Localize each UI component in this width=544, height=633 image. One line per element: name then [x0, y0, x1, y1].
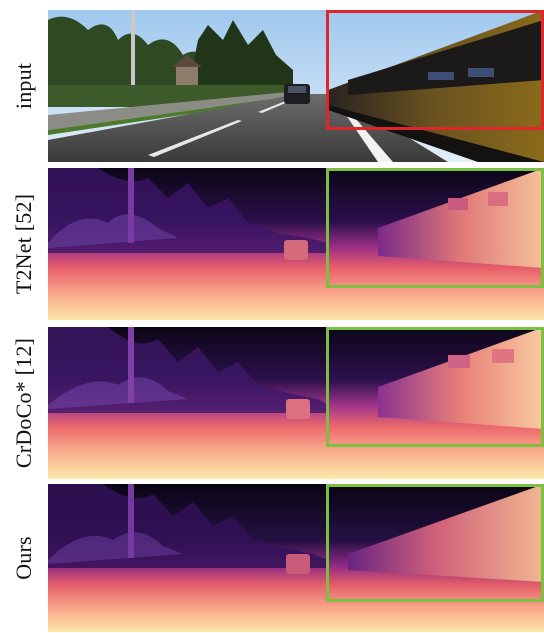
t2net-depth-panel [48, 168, 544, 320]
ours-depth-map [48, 484, 544, 632]
row-label-ours: Ours [0, 484, 48, 632]
row-label-crdoco: CrDoCo* [12] [0, 327, 48, 479]
row-label-text: T2Net [52] [11, 193, 37, 295]
row-label-text: CrDoCo* [12] [11, 337, 36, 469]
row-label-text: input [10, 62, 36, 110]
t2net-depth-map [48, 168, 544, 320]
row-label-t2net: T2Net [52] [0, 168, 48, 320]
input-image-panel [48, 10, 544, 162]
row-label-text: Ours [10, 536, 36, 580]
ours-depth-panel [48, 484, 544, 632]
row-label-input: input [0, 10, 48, 162]
crdoco-depth-map [48, 327, 544, 479]
input-street-image [48, 10, 544, 162]
crdoco-depth-panel [48, 327, 544, 479]
